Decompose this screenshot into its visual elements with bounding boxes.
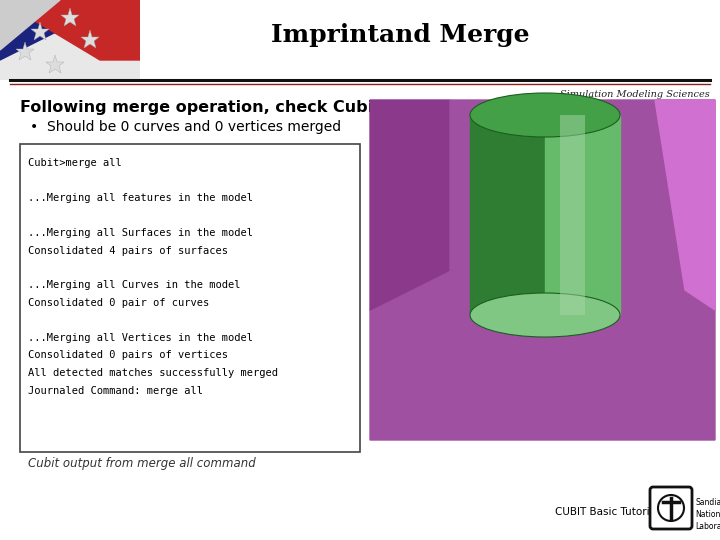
Polygon shape: [370, 100, 450, 310]
Polygon shape: [545, 115, 620, 315]
Bar: [560, 115, 585, 315]
Bar: [0, 0, 170, 80]
Polygon shape: [655, 100, 715, 310]
Bar: [370, 100, 715, 440]
Ellipse shape: [470, 93, 620, 137]
Text: Consolidated 0 pair of curves: Consolidated 0 pair of curves: [28, 298, 210, 308]
Circle shape: [658, 495, 684, 521]
Text: Imprintand Merge: Imprintand Merge: [271, 23, 529, 47]
Bar: [20, 144, 360, 452]
Ellipse shape: [470, 293, 620, 337]
Text: Simulation Modeling Sciences: Simulation Modeling Sciences: [560, 90, 710, 99]
Text: ...Merging all Vertices in the model: ...Merging all Vertices in the model: [28, 333, 253, 343]
Polygon shape: [470, 115, 545, 315]
Text: Following merge operation, check Cubit output: Following merge operation, check Cubit o…: [20, 100, 447, 115]
FancyBboxPatch shape: [650, 487, 692, 529]
Text: •  Should be 0 curves and 0 vertices merged: • Should be 0 curves and 0 vertices merg…: [30, 120, 341, 134]
Polygon shape: [80, 0, 170, 30]
Polygon shape: [0, 0, 60, 50]
Bar: [0, 0, 720, 80]
Polygon shape: [370, 270, 715, 440]
Text: CUBIT Basic Tutorial: CUBIT Basic Tutorial: [555, 507, 659, 517]
Text: Cubit>merge all: Cubit>merge all: [28, 158, 122, 168]
Text: Consolidated 4 pairs of surfaces: Consolidated 4 pairs of surfaces: [28, 246, 228, 255]
Text: ...Merging all Surfaces in the model: ...Merging all Surfaces in the model: [28, 228, 253, 238]
Text: Journaled Command: merge all: Journaled Command: merge all: [28, 386, 203, 395]
Text: All detected matches successfully merged: All detected matches successfully merged: [28, 368, 278, 378]
Text: Consolidated 0 pairs of vertices: Consolidated 0 pairs of vertices: [28, 350, 228, 361]
Text: ...Merging all Curves in the model: ...Merging all Curves in the model: [28, 280, 240, 291]
Text: ...Merging all features in the model: ...Merging all features in the model: [28, 193, 253, 203]
Text: Sandia
National
Laboratories: Sandia National Laboratories: [695, 498, 720, 531]
Text: Cubit output from merge all command: Cubit output from merge all command: [28, 457, 256, 470]
Bar: [140, 0, 720, 80]
Polygon shape: [450, 100, 715, 310]
Polygon shape: [0, 0, 170, 60]
Polygon shape: [0, 0, 120, 60]
